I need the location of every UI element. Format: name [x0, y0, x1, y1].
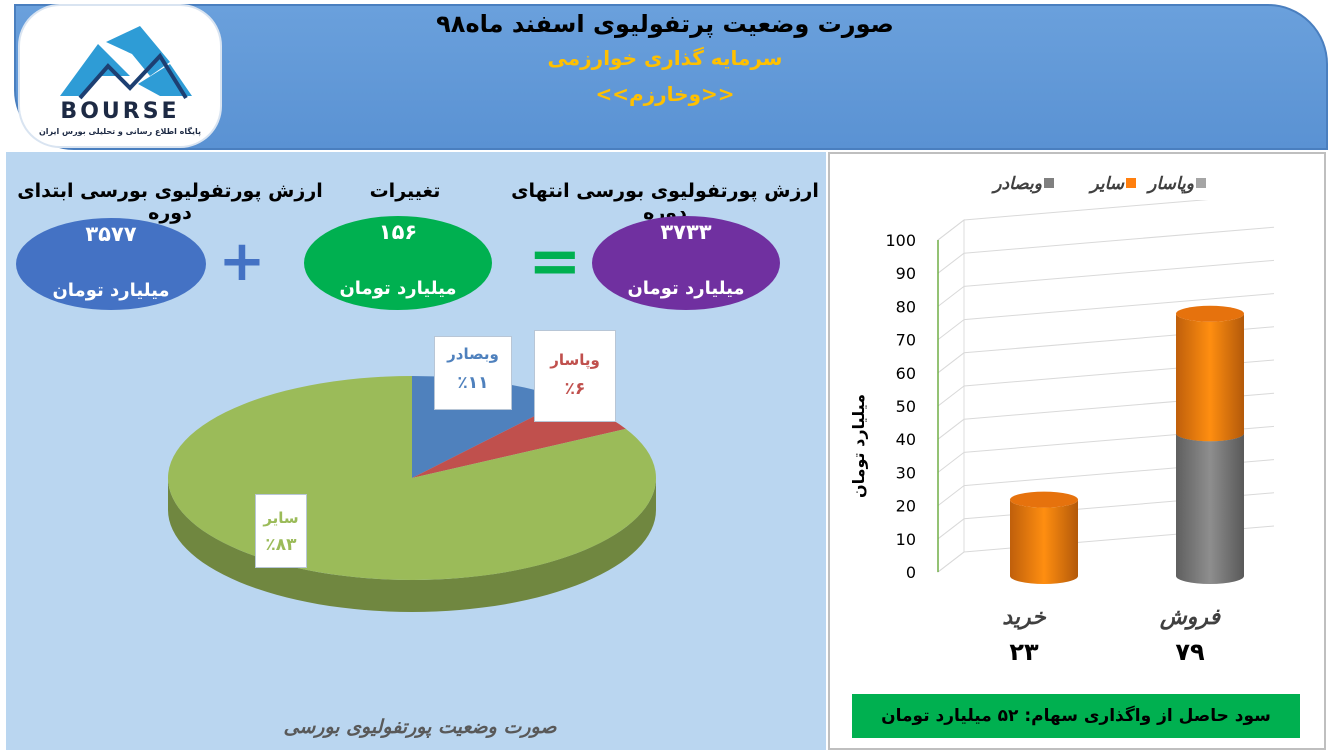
bar-ytick-9: 90 — [896, 264, 916, 283]
logo-shape-left — [60, 44, 130, 96]
bar-gridline-side-5 — [937, 385, 965, 407]
change-value-unit: میلیارد تومان — [339, 278, 457, 299]
bar-ytick-10: 100 — [885, 231, 916, 250]
pie-callout-sayer: سایر ٪۸۳ — [255, 494, 307, 568]
bar-0-0 — [1176, 433, 1244, 584]
end-value-unit: میلیارد تومان — [627, 278, 745, 299]
header-banner — [14, 4, 1328, 150]
bar-chart: 0 10 20 30 40 50 60 70 80 90 100 میلیارد تومان فروش ۷… — [849, 200, 1275, 666]
bar-gridline-8 — [963, 259, 1275, 287]
bar-gridline-side-1 — [937, 518, 965, 540]
end-value: ۳۷۳۳ — [660, 220, 712, 244]
bar-gridline-side-6 — [937, 352, 965, 374]
pie-side-2-0 — [168, 478, 656, 612]
bar-gridline-9 — [963, 226, 1275, 254]
legend-sayer: سایر — [1090, 174, 1124, 194]
logo-graphic: BOURSE پایگاه اطلاع رسانی و تحلیلی بورس … — [39, 26, 201, 137]
pie-footer: صورت وضعیت پورتفولیوی بورسی — [283, 716, 557, 738]
bar-total-1: ۲۳ — [1009, 638, 1039, 666]
bar-category-0: فروش — [1159, 605, 1222, 630]
equals-sign: = — [528, 225, 582, 299]
legend-vbsader: وبصادر — [993, 174, 1042, 194]
bar-top-1-1 — [1010, 491, 1078, 508]
bar-ytick-8: 80 — [896, 297, 916, 316]
start-value: ۳۵۷۷ — [85, 222, 137, 246]
bar-1-1 — [1010, 499, 1078, 584]
bar-gridline-side-10 — [937, 219, 965, 241]
page-subtitle: سرمایه گذاری خوارزمی — [547, 46, 783, 70]
bar-gridline-side-9 — [937, 252, 965, 274]
start-value-unit: میلیارد تومان — [52, 280, 170, 301]
pie-label-vpasar: وپاسار — [550, 351, 600, 369]
legend-vpasar: وپاسار — [1148, 174, 1194, 194]
bar-ytick-6: 60 — [896, 364, 916, 383]
bar-gridline-side-3 — [937, 452, 965, 473]
bar-ytick-3: 30 — [896, 463, 916, 482]
bar-ytick-7: 70 — [896, 331, 916, 350]
bar-total-0: ۷۹ — [1175, 638, 1205, 666]
bar-ytick-4: 40 — [896, 430, 916, 449]
bar-ytick-5: 50 — [896, 397, 916, 416]
legend-swatch-vpasar — [1196, 178, 1206, 188]
bar-gridline-side-0 — [937, 551, 965, 573]
bar-0-1 — [1176, 313, 1244, 442]
pie-label-sayer: سایر — [263, 509, 299, 527]
bar-gridline-side-2 — [937, 485, 965, 506]
logo-tagline: پایگاه اطلاع رسانی و تحلیلی بورس ایران — [39, 126, 201, 137]
bar-gridline-10 — [963, 200, 1209, 221]
bar-ytick-1: 10 — [896, 530, 916, 549]
pie-value-vbsader: ٪۱۱ — [457, 373, 489, 393]
bar-gridline-side-8 — [937, 286, 965, 307]
legend-swatch-vbsader — [1044, 178, 1054, 188]
bar-gridline-side-4 — [937, 418, 965, 440]
end-value-ellipse: ۳۷۳۳ میلیارد تومان — [592, 216, 780, 310]
bar-top-0-1 — [1176, 305, 1244, 322]
plus-sign: + — [218, 229, 266, 294]
pie-value-sayer: ٪۸۳ — [265, 535, 297, 555]
logo-line — [78, 52, 188, 100]
change-ellipse: ۱۵۶ میلیارد تومان — [304, 216, 492, 310]
profit-box: سود حاصل از واگذاری سهام: ۵۲ میلیارد توم… — [852, 694, 1300, 738]
pie-callout-vbsader: وبصادر ٪۱۱ — [434, 336, 512, 410]
pie-callout-vpasar: وپاسار ٪۶ — [534, 330, 616, 422]
legend-swatch-sayer — [1126, 178, 1136, 188]
start-value-label: ارزش پورتفولیوی بورسی ابتدای دوره — [17, 180, 323, 224]
change-label: تغییرات — [369, 180, 441, 202]
bar-category-1: خرید — [1002, 605, 1047, 630]
bar-ytick-2: 20 — [896, 497, 916, 516]
bar-ylabel: میلیارد تومان — [849, 394, 868, 498]
page-title: صورت وضعیت پرتفولیوی اسفند ماه۹۸ — [436, 10, 894, 38]
start-value-ellipse: ۳۵۷۷ میلیارد تومان — [16, 218, 206, 310]
ticker-label: <<وخارزم>> — [595, 82, 735, 106]
change-value: ۱۵۶ — [378, 220, 418, 244]
bar-gridline-7 — [963, 293, 1275, 321]
bar-gridline-side-7 — [937, 319, 965, 340]
pie-value-vpasar: ٪۶ — [564, 379, 586, 399]
logo: BOURSE پایگاه اطلاع رسانی و تحلیلی بورس … — [20, 6, 220, 146]
logo-brand: BOURSE — [60, 99, 179, 124]
bar-ytick-0: 0 — [906, 563, 916, 582]
pie-label-vbsader: وبصادر — [447, 345, 499, 363]
